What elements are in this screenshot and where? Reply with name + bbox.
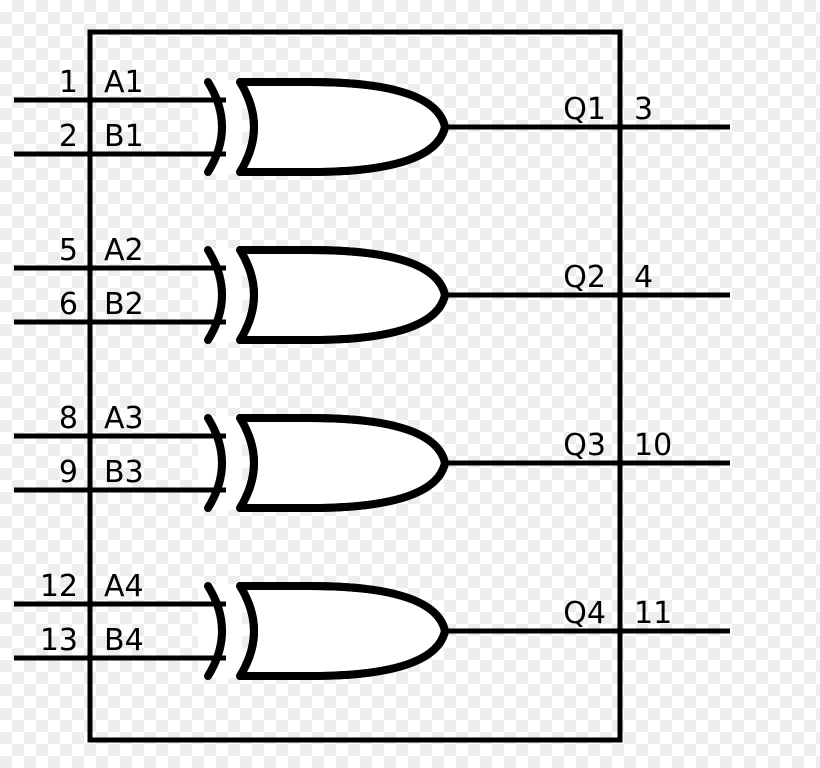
pin-number-b4: 13 xyxy=(40,623,78,658)
label-b4: B4 xyxy=(104,623,144,658)
label-b3: B3 xyxy=(104,455,144,490)
label-q1: Q1 xyxy=(563,92,606,127)
pin-number-a1: 1 xyxy=(59,65,78,100)
pin-number-b3: 9 xyxy=(59,455,78,490)
label-a4: A4 xyxy=(104,569,144,604)
pin-number-a4: 12 xyxy=(40,569,78,604)
xor-gate-4: 12 13 A4 B4 Q4 11 xyxy=(14,569,730,678)
pin-number-q4: 11 xyxy=(634,596,672,631)
label-a1: A1 xyxy=(104,65,144,100)
pin-number-a3: 8 xyxy=(59,401,78,436)
xor-gate-1: 1 2 A1 B1 Q1 3 xyxy=(14,65,730,174)
pin-number-b2: 6 xyxy=(59,287,78,322)
pin-number-q2: 4 xyxy=(634,260,653,295)
label-b1: B1 xyxy=(104,119,144,154)
label-a3: A3 xyxy=(104,401,144,436)
pin-number-b1: 2 xyxy=(59,119,78,154)
pin-number-a2: 5 xyxy=(59,233,78,268)
label-q2: Q2 xyxy=(563,260,606,295)
label-q4: Q4 xyxy=(563,596,606,631)
pin-number-q3: 10 xyxy=(634,428,672,463)
logic-diagram: 12A1B1Q1356A2B2Q2489A3B3Q3101213A4B4Q411 xyxy=(0,0,820,768)
xor-gate-2: 5 6 A2 B2 Q2 4 xyxy=(14,233,730,342)
pin-number-q1: 3 xyxy=(634,92,653,127)
label-q3: Q3 xyxy=(563,428,606,463)
xor-gate-3: 8 9 A3 B3 Q3 10 xyxy=(14,401,730,510)
label-a2: A2 xyxy=(104,233,144,268)
label-b2: B2 xyxy=(104,287,144,322)
